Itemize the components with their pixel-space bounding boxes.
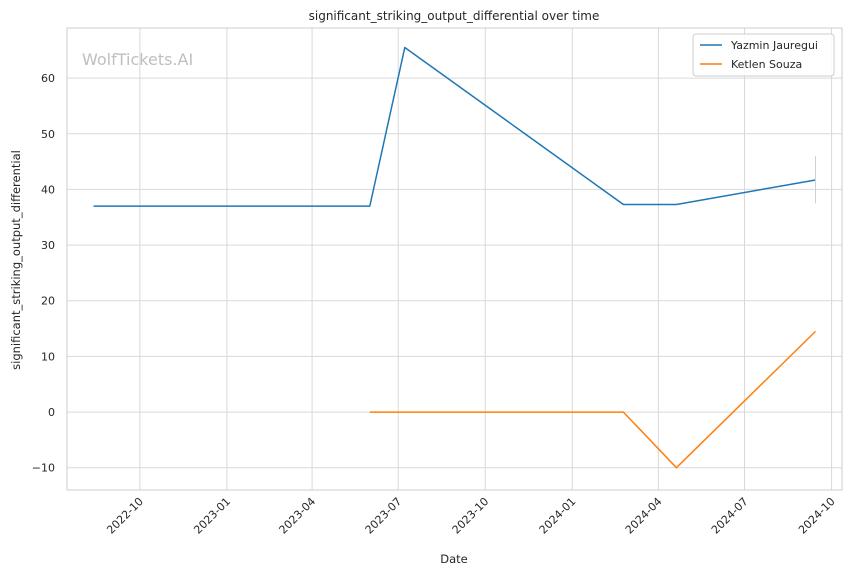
x-tick-label: 2023-01 (191, 495, 233, 537)
x-axis-ticks: 2022-10 2023-01 2023-04 2023-07 2023-10 2024-… (104, 495, 837, 537)
y-tick-label: 20 (41, 295, 55, 308)
series-line-1 (93, 46, 816, 207)
x-tick-label: 2024-04 (623, 495, 665, 537)
grid (67, 28, 842, 490)
legend-box (692, 33, 835, 77)
x-tick-label: 2024-10 (796, 495, 838, 537)
legend-label: Yazmin Jauregui (730, 39, 818, 52)
y-tick-label: 30 (41, 239, 55, 252)
y-tick-label: 0 (48, 406, 55, 419)
x-tick-label: 2023-10 (450, 495, 492, 537)
legend-label: Ketlen Souza (731, 58, 802, 71)
y-axis-label: significant_striking_output_differential (9, 150, 23, 370)
x-tick-label: 2024-01 (537, 495, 579, 537)
watermark: WolfTickets.AI (82, 50, 193, 69)
x-axis-label: Date (440, 552, 468, 566)
x-tick-label: 2023-07 (363, 495, 405, 537)
chart-title: significant_striking_output_differential… (309, 9, 600, 23)
plot-area-frame (66, 27, 843, 491)
x-tick-label: 2024-07 (709, 495, 751, 537)
y-axis-ticks: −10 0 10 20 30 40 50 60 (32, 72, 55, 475)
y-tick-label: 40 (41, 183, 55, 196)
y-tick-label: −10 (32, 462, 55, 475)
series-line-2 (369, 330, 817, 469)
series-layer (93, 46, 817, 469)
x-tick-label: 2023-04 (277, 495, 319, 537)
legend: Yazmin Jauregui Ketlen Souza (692, 33, 835, 77)
y-tick-label: 10 (41, 350, 55, 363)
x-tick-label: 2022-10 (104, 495, 146, 537)
y-tick-label: 60 (41, 72, 55, 85)
y-tick-label: 50 (41, 128, 55, 141)
